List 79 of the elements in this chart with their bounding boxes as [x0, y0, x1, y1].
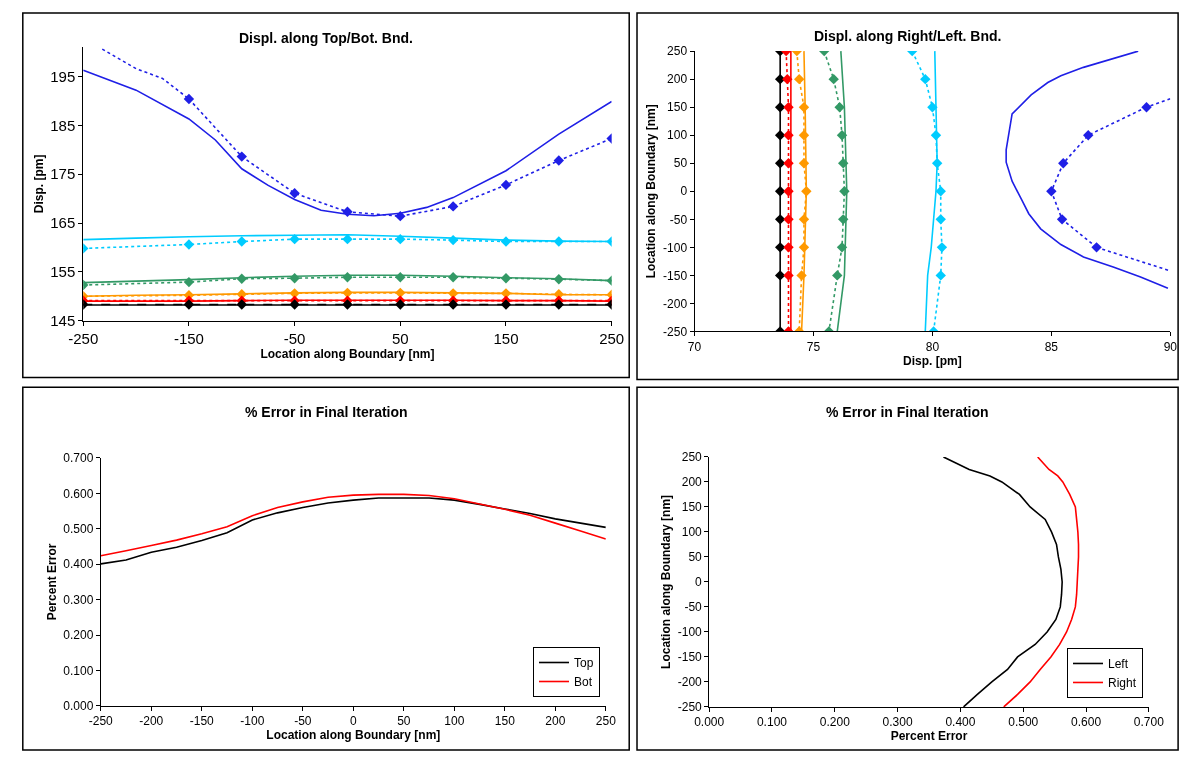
- x-tick-label: -200: [139, 714, 164, 729]
- x-tick-label: 90: [1163, 339, 1178, 354]
- x-tick-label: 50: [397, 714, 411, 729]
- x-tick-label: 80: [925, 339, 940, 354]
- y-tick-label: -100: [677, 625, 703, 640]
- x-tick-label: -250: [88, 714, 114, 729]
- x-tick-label: 0: [349, 714, 357, 729]
- y-tick-label: 100: [667, 128, 688, 143]
- y-tick-label: 0: [680, 184, 688, 199]
- x-tick-label: -50: [283, 329, 306, 347]
- x-tick-label: -100: [240, 714, 265, 729]
- y-tick-label: 100: [681, 525, 703, 540]
- y-tick-label: 0.300: [63, 592, 94, 607]
- x-tick-label: 0.700: [1133, 715, 1165, 730]
- y-tick-label: 0.100: [63, 663, 94, 678]
- y-tick-label: 0.200: [63, 628, 94, 643]
- x-tick-label: -150: [173, 329, 204, 347]
- x-tick-label: 75: [806, 339, 821, 354]
- x-tick-label: 0.400: [945, 715, 976, 730]
- y-tick-label: 250: [667, 44, 688, 59]
- y-tick-label: 0.000: [63, 699, 94, 714]
- y-tick-label: 50: [673, 156, 688, 171]
- y-tick-label: 145: [50, 311, 76, 329]
- x-tick-label: -50: [294, 714, 312, 729]
- legend-label: Left: [1108, 657, 1129, 672]
- y-tick-label: 165: [50, 214, 76, 232]
- x-tick-label: 0.300: [882, 715, 913, 730]
- y-tick-label: -50: [669, 212, 688, 227]
- y-tick-label: 0.400: [63, 557, 94, 572]
- y-tick-label: 185: [50, 116, 76, 134]
- y-tick-label: 0.500: [63, 521, 94, 536]
- x-axis-title: Percent Error: [890, 729, 968, 744]
- y-tick-label: -150: [663, 268, 688, 283]
- x-tick-label: 250: [595, 714, 617, 729]
- x-axis-title: Location along Boundary [nm]: [266, 728, 441, 743]
- x-axis-title: Location along Boundary [nm]: [260, 346, 435, 361]
- x-tick-label: 0.200: [819, 715, 851, 730]
- y-tick-label: 0: [695, 575, 703, 590]
- x-tick-label: 250: [599, 329, 625, 347]
- chart-title: Displ. along Right/Left. Bnd.: [814, 28, 1002, 44]
- x-tick-label: 200: [545, 714, 566, 729]
- y-tick-label: 175: [50, 165, 76, 183]
- y-tick-label: 195: [50, 67, 76, 85]
- x-tick-label: 50: [391, 329, 409, 347]
- y-tick-label: 200: [667, 72, 688, 87]
- x-tick-label: -150: [189, 714, 215, 729]
- y-tick-label: 150: [667, 100, 688, 115]
- y-tick-label: 250: [681, 450, 703, 465]
- y-tick-label: -250: [677, 700, 703, 715]
- x-axis-title: Disp. [pm]: [903, 353, 962, 368]
- legend-label: Bot: [573, 675, 593, 690]
- y-tick-label: -200: [677, 675, 703, 690]
- x-tick-label: 70: [687, 339, 702, 354]
- x-tick-label: 0.600: [1071, 715, 1102, 730]
- y-tick-label: 0.700: [63, 451, 94, 466]
- y-tick-label: -50: [684, 600, 703, 615]
- y-tick-label: -200: [663, 296, 688, 311]
- chart-title: % Error in Final Iteration: [826, 404, 989, 420]
- legend-label: Right: [1108, 676, 1137, 691]
- x-tick-label: 150: [493, 329, 519, 347]
- chart-title: Displ. along Top/Bot. Bnd.: [239, 30, 413, 46]
- x-tick-label: 85: [1044, 339, 1059, 354]
- x-tick-label: 0.500: [1008, 715, 1039, 730]
- y-axis-title: Percent Error: [44, 543, 59, 621]
- y-axis-title: Location along Boundary [nm]: [644, 104, 659, 279]
- y-axis-title: Location along Boundary [nm]: [659, 494, 674, 669]
- y-tick-label: -150: [677, 650, 703, 665]
- y-tick-label: 50: [688, 550, 703, 565]
- x-tick-label: 100: [444, 714, 465, 729]
- y-tick-label: 0.600: [63, 486, 94, 501]
- y-axis-title: Disp. [pm]: [31, 154, 46, 214]
- x-tick-label: 150: [494, 714, 516, 729]
- y-tick-label: 150: [681, 500, 703, 515]
- y-tick-label: 200: [681, 475, 703, 490]
- legend-label: Top: [573, 656, 594, 671]
- x-tick-label: 0.100: [756, 715, 788, 730]
- y-tick-label: 155: [50, 263, 76, 281]
- y-tick-label: -100: [663, 240, 688, 255]
- chart-title: % Error in Final Iteration: [245, 404, 408, 420]
